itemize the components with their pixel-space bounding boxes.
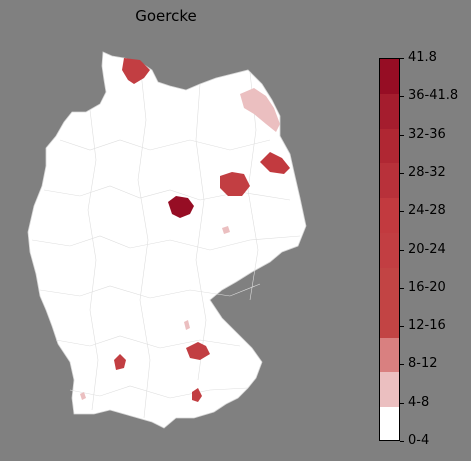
colorbar-tick-mark — [400, 402, 404, 404]
colorbar-segment — [380, 59, 399, 94]
region-bamberg — [184, 320, 190, 330]
map-title: Goercke — [135, 7, 197, 25]
colorbar-tick-mark — [400, 249, 404, 251]
colorbar-segment — [380, 337, 399, 373]
region-harz — [168, 196, 194, 218]
colorbar — [379, 58, 400, 441]
colorbar-segment — [380, 198, 399, 234]
colorbar-tick-mark — [400, 211, 404, 213]
colorbar-tick-mark — [400, 364, 404, 366]
region-landshut — [186, 342, 210, 360]
colorbar-tick-label: 32-36 — [408, 126, 446, 142]
colorbar-segment — [380, 302, 399, 338]
colorbar-segment — [380, 163, 399, 199]
colorbar-tick-label: 41.8 — [408, 50, 437, 65]
colorbar-tick-label: 16-20 — [408, 279, 446, 295]
colorbar-tick-label: 24-28 — [408, 203, 446, 219]
region-potsdam-mittelmark — [220, 172, 250, 196]
colorbar-tick-mark — [400, 287, 404, 289]
region-schleswig-flensburg — [122, 58, 150, 84]
colorbar-tick-label: 36-41.8 — [408, 88, 459, 104]
region-loerrach — [80, 392, 86, 400]
colorbar-tick-label: 4-8 — [408, 394, 430, 410]
colorbar-tick-mark — [400, 96, 404, 98]
region-vorpommern-greifswald — [240, 88, 280, 132]
colorbar-tick-mark — [400, 172, 404, 174]
colorbar-segment — [380, 407, 399, 440]
colorbar-tick-label: 12-16 — [408, 318, 446, 334]
colorbar-segment — [380, 267, 399, 303]
colorbar-tick-label: 8-12 — [408, 356, 438, 372]
colorbar-segment — [380, 372, 399, 408]
colorbar-tick-label: 20-24 — [408, 241, 446, 257]
colorbar-tick-mark — [400, 326, 404, 328]
region-tuebingen — [114, 354, 126, 370]
colorbar-tick-mark — [400, 441, 404, 442]
colorbar-tick-mark — [400, 134, 404, 136]
colorbar-segment — [380, 233, 399, 268]
colorbar-segment — [380, 93, 399, 129]
colorbar-segment — [380, 128, 399, 164]
colorbar-tick-label: 28-32 — [408, 164, 446, 180]
region-leipzig — [222, 226, 230, 234]
colorbar-tick-mark — [400, 58, 404, 59]
region-maerkisch-oderland — [260, 152, 290, 174]
region-garmisch — [192, 388, 202, 402]
colorbar-tick-label: 0-4 — [408, 433, 430, 448]
